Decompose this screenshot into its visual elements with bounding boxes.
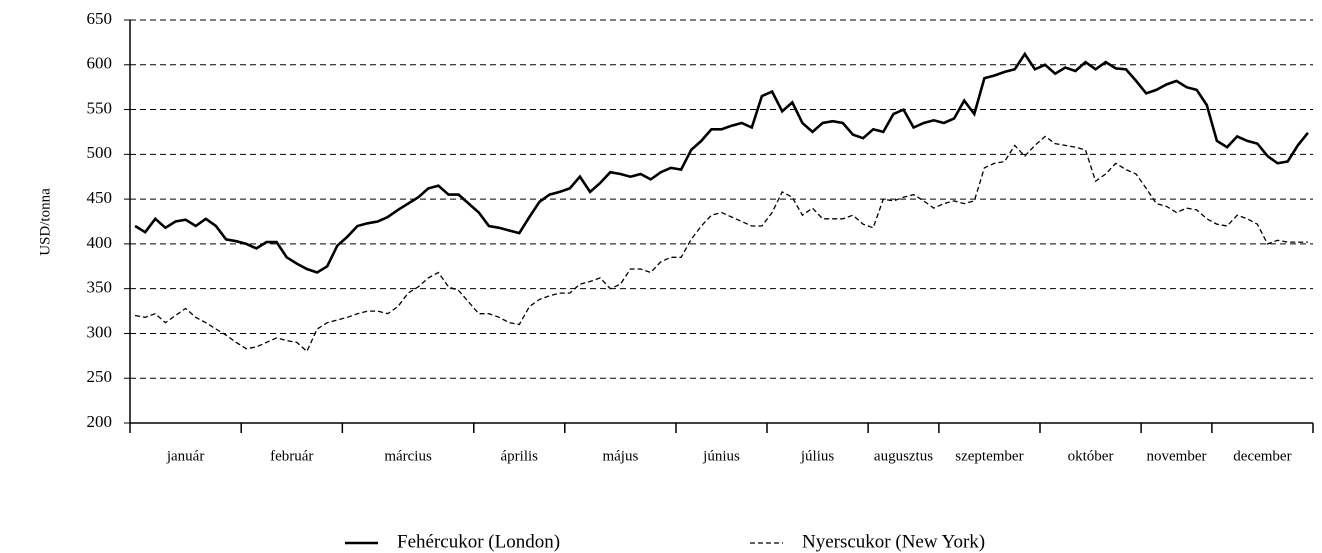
x-tick-label: augusztus [874,448,933,464]
y-tick-label: 550 [87,98,113,117]
y-tick-label: 650 [87,9,113,28]
y-tick-label: 350 [87,278,113,297]
x-tick-label: szeptember [955,448,1023,464]
line-series [134,51,1309,274]
y-tick-label: 400 [87,233,113,252]
x-tick-label: november [1147,448,1207,464]
y-tick-label: 200 [87,412,113,431]
legend-label: Fehércukor (London) [397,531,560,552]
x-tick-label: július [800,448,835,464]
line-series [134,135,1308,353]
x-tick-label: június [702,448,740,464]
x-tick-label: október [1068,448,1114,464]
x-tick-label: január [166,448,204,464]
y-tick-label: 250 [87,367,113,386]
x-tick-label: március [384,448,432,464]
x-tick-label: december [1233,448,1291,464]
x-tick-label: május [602,448,638,464]
y-tick-label: 300 [87,322,113,341]
y-tick-label: 450 [87,188,113,207]
legend-label: Nyerscukor (New York) [802,531,985,552]
x-tick-label: április [501,448,539,464]
y-tick-label: 600 [87,54,113,73]
x-tick-label: február [270,448,313,464]
y-tick-label: 500 [87,143,113,162]
y-axis-label: USD/tonna [37,188,53,256]
